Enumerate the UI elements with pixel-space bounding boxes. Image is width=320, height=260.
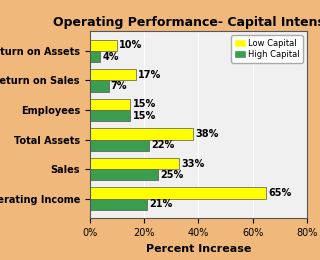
- Text: 25%: 25%: [160, 170, 183, 180]
- Bar: [90, 99, 131, 110]
- Bar: [90, 140, 149, 151]
- Text: 33%: 33%: [181, 159, 205, 168]
- Text: 21%: 21%: [149, 199, 172, 209]
- Title: Operating Performance- Capital Intensity: Operating Performance- Capital Intensity: [53, 16, 320, 29]
- Text: 15%: 15%: [132, 99, 156, 109]
- Text: 65%: 65%: [268, 188, 292, 198]
- Text: 7%: 7%: [111, 81, 127, 91]
- Text: 17%: 17%: [138, 70, 161, 80]
- Bar: [90, 169, 158, 180]
- Bar: [90, 110, 131, 121]
- Text: 15%: 15%: [132, 111, 156, 121]
- Bar: [90, 158, 180, 169]
- Text: 22%: 22%: [152, 140, 175, 150]
- X-axis label: Percent Increase: Percent Increase: [146, 244, 251, 254]
- Bar: [90, 40, 117, 51]
- Bar: [90, 187, 266, 199]
- Text: 4%: 4%: [103, 51, 119, 62]
- Bar: [90, 81, 109, 92]
- Bar: [90, 69, 136, 81]
- Bar: [90, 51, 100, 62]
- Text: 38%: 38%: [195, 129, 219, 139]
- Legend: Low Capital, High Capital: Low Capital, High Capital: [231, 35, 303, 63]
- Bar: [90, 128, 193, 140]
- Bar: [90, 199, 147, 210]
- Text: 10%: 10%: [119, 40, 142, 50]
